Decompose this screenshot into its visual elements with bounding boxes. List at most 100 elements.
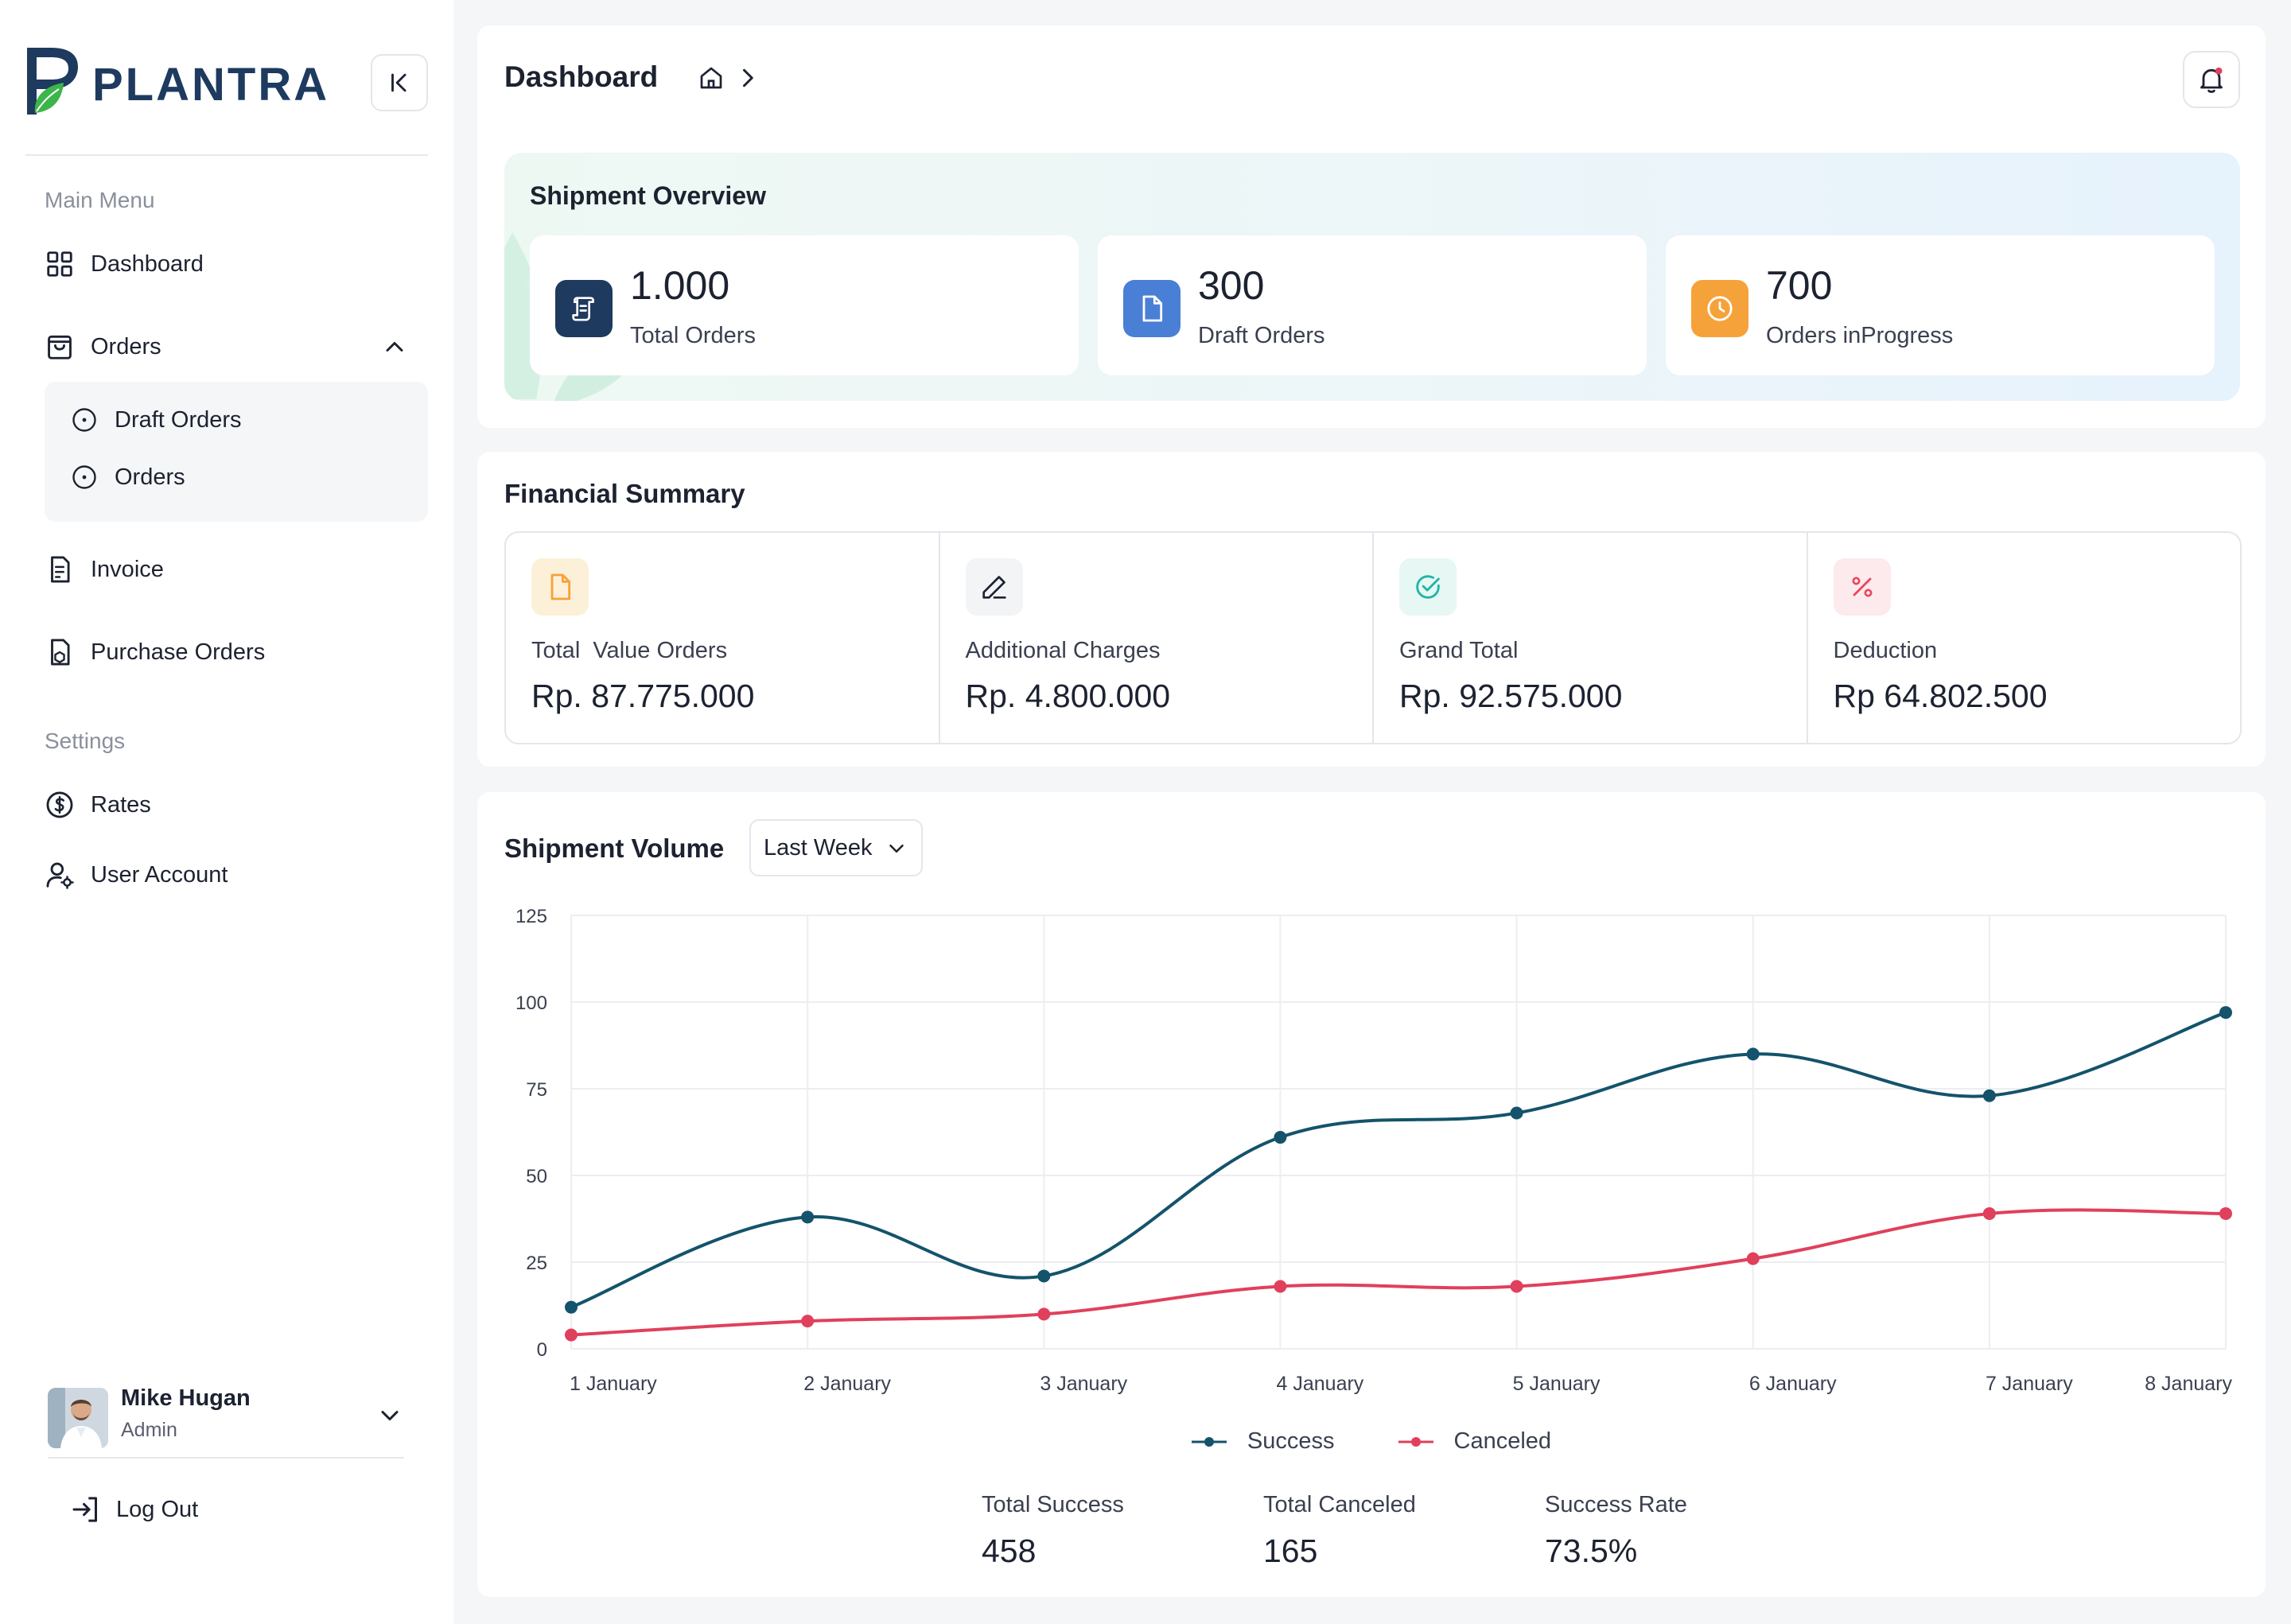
pen-icon: [965, 558, 1023, 616]
dollar-circle-icon: [45, 790, 75, 820]
x-tick-label: 1 January: [570, 1373, 657, 1395]
shipment-volume-card: Shipment Volume Last Week 0 25 50 75 100 125 1…: [477, 792, 2266, 1597]
data-point-success: [2219, 1006, 2232, 1020]
data-point-canceled: [1982, 1206, 1996, 1220]
date-range-select[interactable]: Last Week: [749, 819, 923, 876]
total-orders-card[interactable]: 1.000 Total Orders: [530, 235, 1079, 375]
data-point-success: [1982, 1089, 1996, 1102]
x-tick-label: 8 January: [2145, 1373, 2232, 1395]
total-value-orders-value: Rp. 87.775.000: [531, 678, 755, 714]
main-menu-label: Main Menu: [45, 188, 155, 212]
sidebar-item-label: Purchase Orders: [91, 639, 266, 665]
check-circle-icon: [1399, 558, 1457, 616]
logout-button[interactable]: Log Out: [70, 1494, 198, 1525]
chevron-up-icon[interactable]: [380, 332, 409, 361]
sidebar-item-dashboard[interactable]: Dashboard: [45, 245, 204, 283]
sidebar-item-label: Draft Orders: [115, 406, 242, 433]
success-rate-stat: Success Rate 73.5%: [1545, 1492, 1687, 1570]
chevron-down-icon[interactable]: [375, 1401, 404, 1430]
dot-circle-icon: [72, 408, 96, 432]
total-value-orders-cell: Total Value Orders Rp. 87.775.000: [506, 533, 940, 743]
grid-icon: [45, 249, 75, 279]
deduction-value: Rp 64.802.500: [1833, 678, 2048, 714]
orders-in-progress-card[interactable]: 700 Orders inProgress: [1666, 235, 2215, 375]
sidebar-item-purchase-orders[interactable]: Purchase Orders: [45, 633, 265, 671]
legend-item-success[interactable]: Success: [1191, 1428, 1335, 1455]
total-success-stat: Total Success 458: [982, 1492, 1124, 1570]
total-orders-value: 1.000: [630, 263, 730, 308]
orders-in-progress-label: Orders inProgress: [1766, 323, 1954, 348]
notification-button[interactable]: [2183, 51, 2240, 108]
file-icon: [1123, 280, 1181, 337]
grand-total-label: Grand Total: [1399, 638, 1519, 663]
legend-item-canceled[interactable]: Canceled: [1398, 1428, 1552, 1455]
settings-label: Settings: [45, 728, 126, 753]
legend-success-marker-icon: [1191, 1436, 1227, 1447]
user-profile[interactable]: Mike Hugan Admin: [48, 1379, 404, 1457]
shopping-bag-icon: [45, 332, 75, 362]
total-success-label: Total Success: [982, 1492, 1124, 1517]
data-point-canceled: [1746, 1252, 1760, 1265]
dot-circle-icon: [72, 465, 96, 489]
legend-canceled-label: Canceled: [1453, 1428, 1552, 1454]
sidebar-item-user-account[interactable]: User Account: [45, 856, 228, 894]
x-tick-label: 7 January: [1986, 1373, 2073, 1395]
page-title: Dashboard: [504, 60, 659, 93]
invoice-icon: [45, 554, 75, 585]
data-point-canceled: [801, 1315, 815, 1328]
brand-logo[interactable]: PLANTRA: [24, 45, 329, 118]
y-tick-label: 50: [526, 1166, 547, 1187]
additional-charges-cell: Additional Charges Rp. 4.800.000: [940, 533, 1374, 743]
sidebar-divider: [25, 154, 428, 156]
draft-orders-value: 300: [1198, 263, 1265, 308]
additional-charges-label: Additional Charges: [965, 638, 1161, 663]
y-tick-label: 100: [515, 993, 547, 1014]
orders-in-progress-value: 700: [1766, 263, 1833, 308]
total-orders-label: Total Orders: [630, 323, 756, 348]
plantra-logo-icon: [27, 48, 78, 115]
collapse-sidebar-button[interactable]: [371, 54, 428, 111]
sidebar-item-invoice[interactable]: Invoice: [45, 550, 164, 589]
total-success-value: 458: [982, 1533, 1037, 1569]
home-icon[interactable]: [697, 64, 725, 92]
orders-submenu: Draft Orders Orders: [45, 382, 428, 522]
date-range-value: Last Week: [764, 834, 873, 861]
deduction-label: Deduction: [1833, 638, 1938, 663]
data-point-success: [1510, 1106, 1523, 1120]
shipment-volume-chart: 0 25 50 75 100 125 1 January 2 January 3 January…: [515, 906, 2233, 1395]
data-point-success: [565, 1300, 578, 1314]
profile-role: Admin: [121, 1419, 177, 1441]
x-tick-label: 3 January: [1040, 1373, 1127, 1395]
y-tick-label: 0: [537, 1339, 547, 1361]
sidebar-item-label: Orders: [91, 333, 161, 359]
chevron-right-icon: [743, 68, 753, 87]
grand-total-value: Rp. 92.575.000: [1399, 678, 1623, 714]
grand-total-cell: Grand Total Rp. 92.575.000: [1374, 533, 1808, 743]
draft-orders-card[interactable]: 300 Draft Orders: [1098, 235, 1647, 375]
x-tick-label: 2 January: [803, 1373, 891, 1395]
y-tick-label: 75: [526, 1079, 547, 1101]
user-gear-icon: [45, 860, 75, 890]
draft-orders-label: Draft Orders: [1198, 323, 1325, 348]
sidebar-item-orders[interactable]: Orders: [45, 328, 161, 366]
data-point-canceled: [1037, 1307, 1051, 1321]
brand-name: PLANTRA: [92, 58, 330, 111]
legend-success-label: Success: [1247, 1428, 1335, 1454]
sidebar-item-rates[interactable]: Rates: [45, 786, 151, 824]
legend-canceled-marker-icon: [1398, 1436, 1433, 1447]
total-canceled-value: 165: [1263, 1533, 1318, 1569]
financial-summary-title: Financial Summary: [504, 479, 745, 508]
shipment-volume-title: Shipment Volume: [504, 833, 725, 863]
profile-name: Mike Hugan: [121, 1385, 251, 1411]
y-tick-label: 25: [526, 1253, 547, 1274]
sidebar-item-draft-orders[interactable]: Draft Orders: [70, 406, 242, 434]
profile-divider: [48, 1457, 404, 1459]
chart-legend: Success Canceled: [477, 1428, 2266, 1455]
success-rate-value: 73.5%: [1545, 1533, 1638, 1569]
chevron-down-icon: [889, 845, 904, 853]
shipment-overview-title: Shipment Overview: [530, 181, 766, 210]
data-point-success: [801, 1210, 815, 1224]
x-tick-label: 5 January: [1513, 1373, 1601, 1395]
sidebar-item-orders-list[interactable]: Orders: [70, 463, 185, 491]
financial-summary-grid: Total Value Orders Rp. 87.775.000 Additi…: [504, 531, 2242, 744]
